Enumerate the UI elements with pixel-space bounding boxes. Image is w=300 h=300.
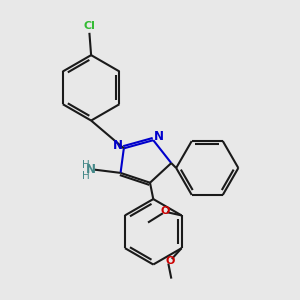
Text: H: H: [82, 160, 90, 170]
Text: N: N: [85, 163, 95, 176]
Text: O: O: [166, 256, 175, 266]
Text: Cl: Cl: [83, 21, 95, 31]
Text: N: N: [113, 139, 123, 152]
Text: H: H: [82, 170, 90, 181]
Text: N: N: [154, 130, 164, 143]
Text: O: O: [160, 206, 170, 215]
